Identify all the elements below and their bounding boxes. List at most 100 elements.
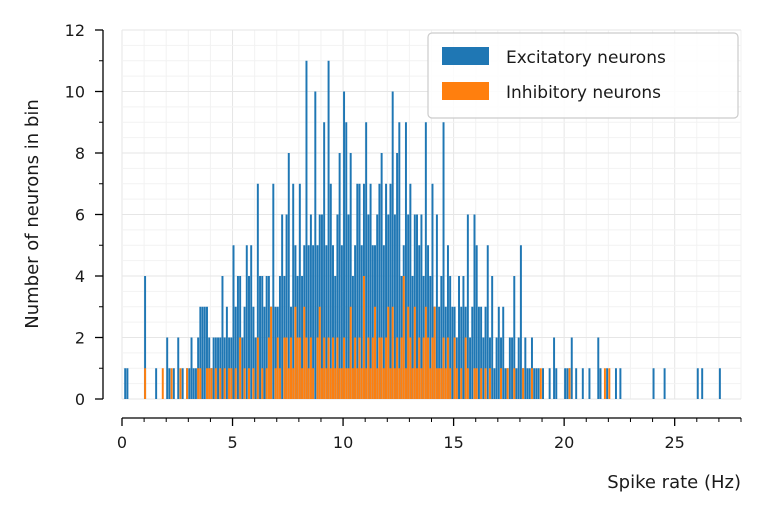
bar [303, 306, 306, 399]
bar [455, 368, 458, 399]
bar [570, 337, 573, 399]
bar [223, 368, 226, 399]
bar [435, 214, 438, 399]
bar [309, 337, 312, 399]
bar [564, 368, 567, 399]
legend-label-inhibitory: Inhibitory neurons [506, 83, 661, 103]
bar [378, 183, 381, 399]
bar [416, 368, 418, 399]
bar [345, 368, 348, 399]
y-tick-label: 8 [75, 144, 85, 163]
bar [367, 337, 370, 399]
bar [248, 276, 250, 399]
bar [427, 337, 430, 399]
bar [354, 245, 357, 399]
bar [407, 306, 410, 399]
bar [376, 368, 379, 399]
bar [283, 337, 286, 399]
bar [398, 122, 401, 399]
bar [332, 245, 334, 399]
bar [347, 214, 350, 399]
bar [261, 276, 264, 399]
bar [217, 337, 220, 399]
bar [449, 276, 452, 399]
bar [126, 368, 129, 399]
bar [181, 368, 184, 399]
bar [343, 91, 346, 399]
bar [336, 214, 339, 399]
legend-swatch-excitatory [442, 47, 489, 65]
bar [451, 306, 454, 399]
bar [429, 368, 432, 399]
bar [606, 368, 609, 399]
legend-label-excitatory: Excitatory neurons [506, 48, 666, 68]
bar [420, 214, 423, 399]
bar [161, 368, 164, 399]
bar [232, 245, 235, 399]
bar [460, 368, 463, 399]
bar [502, 306, 505, 399]
bar [433, 306, 436, 399]
bar [473, 214, 476, 399]
bar [325, 245, 328, 399]
bar [475, 245, 478, 399]
bar [199, 306, 202, 399]
bar [424, 306, 427, 399]
bar [354, 337, 357, 399]
bar [488, 368, 491, 399]
bar [294, 306, 297, 399]
legend-box [427, 32, 739, 119]
y-tick-label: 0 [75, 390, 85, 409]
bar [504, 368, 507, 399]
bar [274, 306, 277, 399]
bar [285, 214, 288, 399]
bar [466, 214, 469, 399]
bar [696, 368, 699, 399]
bar [524, 337, 527, 399]
bar [358, 183, 361, 399]
x-tick-label: 5 [227, 433, 237, 452]
bar [369, 183, 372, 399]
bar [418, 337, 421, 399]
bar [453, 337, 456, 399]
bar [349, 153, 352, 399]
bar [528, 368, 531, 399]
bar [513, 368, 516, 399]
bar [438, 368, 441, 399]
bar [263, 306, 266, 399]
bar [360, 245, 363, 399]
bar [265, 368, 268, 399]
bar [287, 153, 290, 399]
bar [548, 368, 551, 399]
bar [243, 306, 246, 399]
bar [420, 368, 423, 399]
bar [380, 153, 383, 399]
bar [385, 183, 388, 399]
bar [460, 306, 463, 399]
x-tick-label: 20 [554, 433, 574, 452]
bar [391, 306, 394, 399]
bar [371, 245, 374, 399]
bar [124, 368, 127, 399]
bar [301, 368, 304, 399]
bar [393, 368, 396, 399]
bar [190, 337, 193, 399]
bar [442, 337, 445, 399]
bar [378, 337, 381, 399]
bar [351, 276, 354, 399]
bar [329, 368, 332, 399]
bar [374, 306, 376, 399]
bar [360, 368, 363, 399]
bar [320, 214, 323, 399]
bar [480, 306, 483, 399]
bar [248, 368, 250, 399]
bar [281, 214, 284, 399]
bar [228, 368, 231, 399]
bar [316, 245, 319, 399]
bar [219, 368, 222, 399]
bar [480, 368, 483, 399]
bar [245, 245, 248, 399]
bar [539, 368, 542, 399]
bar [206, 368, 208, 399]
bar [469, 337, 472, 399]
